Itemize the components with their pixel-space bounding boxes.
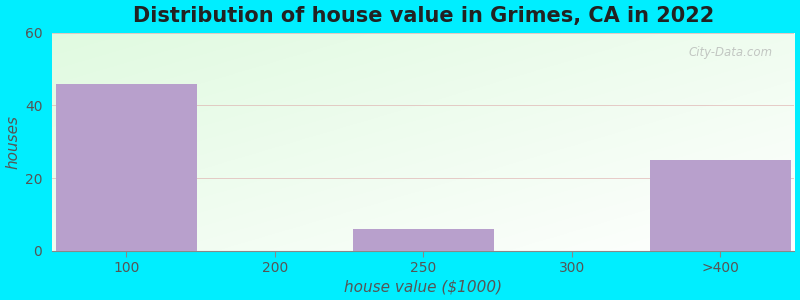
Text: City-Data.com: City-Data.com <box>688 46 772 59</box>
Bar <box>56 84 197 251</box>
Bar <box>353 229 494 251</box>
Y-axis label: houses: houses <box>6 115 21 169</box>
Title: Distribution of house value in Grimes, CA in 2022: Distribution of house value in Grimes, C… <box>133 6 714 26</box>
Bar <box>650 160 790 251</box>
X-axis label: house value ($1000): house value ($1000) <box>344 279 502 294</box>
